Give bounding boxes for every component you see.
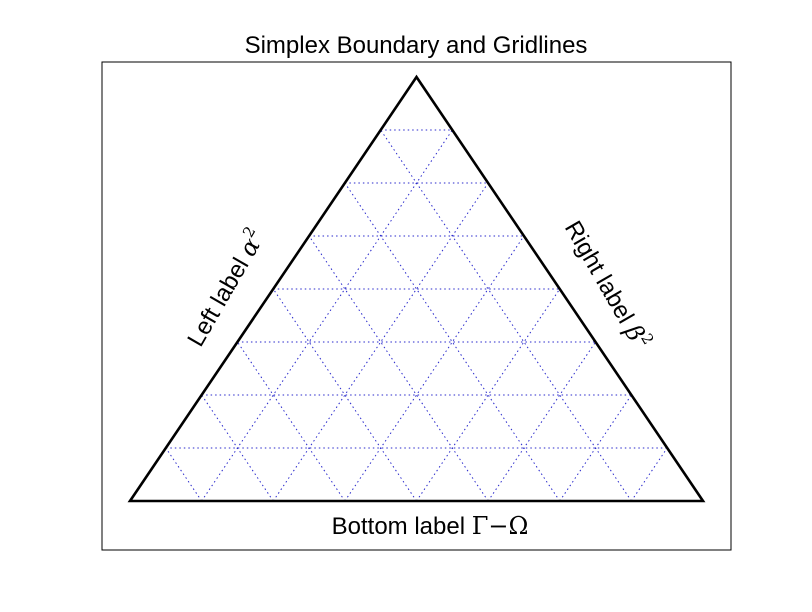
gridline-right-parallel: [237, 341, 346, 502]
right-axis-label: Right label β2: [559, 214, 658, 354]
gridline-right-parallel: [165, 447, 203, 502]
gridline-right-parallel: [380, 129, 632, 502]
left-axis-label: Left label α2: [179, 223, 271, 351]
gridline-left-parallel: [201, 129, 453, 502]
gridline-left-parallel: [344, 235, 525, 502]
bottom-axis-label-omega: Ω: [508, 512, 528, 540]
bottom-axis-label-minus: −: [488, 512, 508, 540]
gridline-right-parallel: [308, 235, 489, 502]
gridline-left-parallel: [630, 447, 668, 502]
axes-frame: [101, 61, 732, 551]
bottom-axis-label: Bottom label Γ−Ω: [332, 512, 529, 540]
bottom-axis-label-gamma: Γ: [472, 512, 489, 540]
left-axis-label-text: Left label: [182, 248, 257, 352]
chart-title: Simplex Boundary and Gridlines: [245, 32, 588, 59]
simplex-boundary: [127, 74, 706, 503]
gridline-left-parallel: [487, 341, 596, 502]
right-axis-label-text: Right label: [559, 216, 642, 333]
gridline-right-parallel: [201, 394, 274, 502]
gridlines: [165, 129, 668, 502]
bottom-axis-label-text: Bottom label: [332, 513, 472, 540]
gridline-left-parallel: [559, 394, 632, 502]
